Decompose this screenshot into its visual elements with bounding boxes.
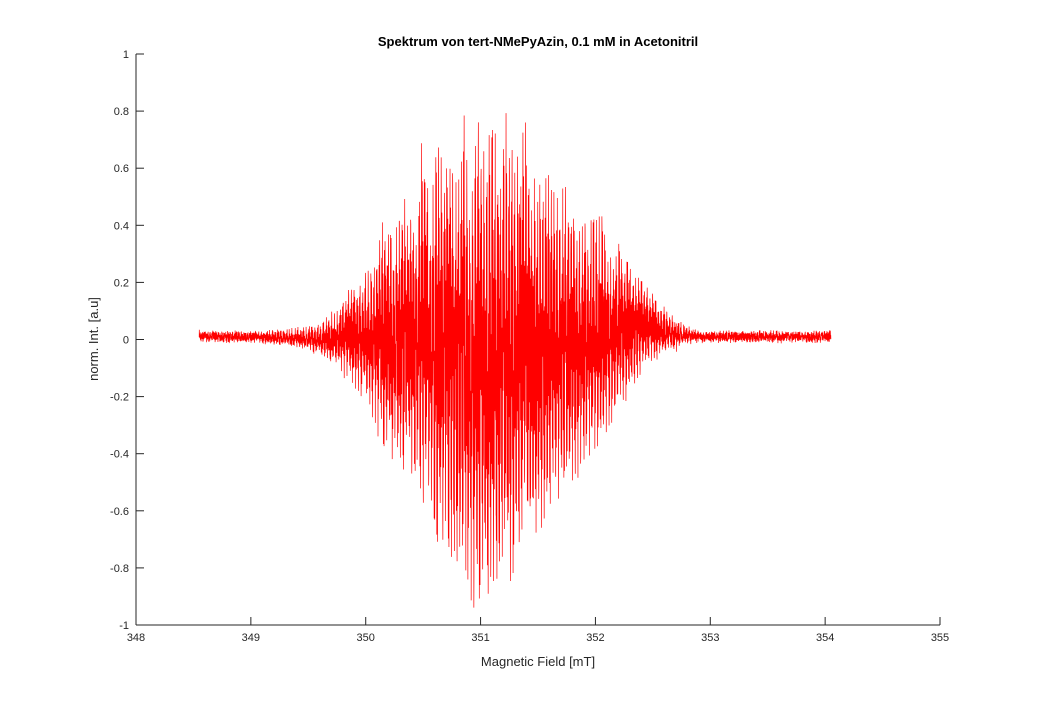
y-tick-label: -1 — [119, 620, 129, 632]
axes-layer: 348 349 350 351 352 353 354 355 -1 -0.8 -0.6 -0.4 -0… — [110, 49, 949, 644]
y-tick-label: 1 — [123, 49, 129, 61]
y-tick-label: -0.2 — [110, 392, 129, 404]
y-tick-label: -0.6 — [110, 506, 129, 518]
x-tick-label: 349 — [242, 632, 260, 644]
y-axis-label: norm. Int. [a.u] — [86, 297, 101, 381]
x-axis-label: Magnetic Field [mT] — [481, 654, 595, 669]
x-tick-label: 350 — [357, 632, 375, 644]
x-tick-label: 353 — [701, 632, 719, 644]
spectrum-line — [198, 113, 832, 608]
x-tick-label: 355 — [931, 632, 949, 644]
y-tick-label: -0.4 — [110, 449, 129, 461]
x-tick-label: 351 — [471, 632, 489, 644]
chart-title: Spektrum von tert-NMePyAzin, 0.1 mM in A… — [378, 34, 698, 49]
y-tick-label: 0.6 — [114, 163, 129, 175]
y-tick-label: 0.8 — [114, 106, 129, 118]
y-tick-label: 0.2 — [114, 277, 129, 289]
y-tick-label: 0.4 — [114, 220, 129, 232]
y-tick-label: 0 — [123, 335, 129, 347]
y-tick-label: -0.8 — [110, 563, 129, 575]
x-tick-label: 354 — [816, 632, 834, 644]
data-layer — [198, 113, 832, 608]
x-tick-label: 348 — [127, 632, 145, 644]
x-tick-label: 352 — [586, 632, 604, 644]
